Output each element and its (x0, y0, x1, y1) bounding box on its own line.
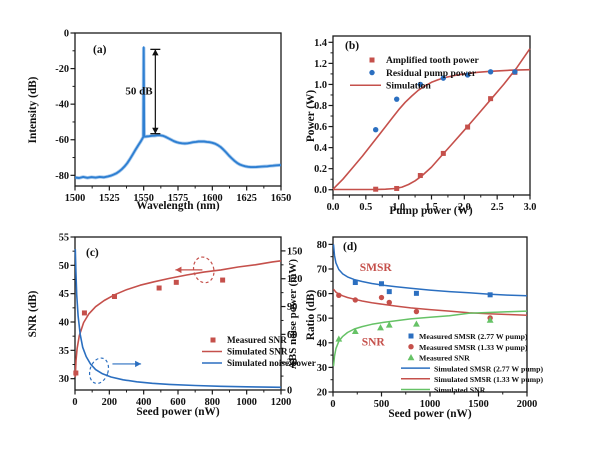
svg-text:1525: 1525 (99, 193, 120, 204)
svg-text:1.0: 1.0 (392, 202, 405, 213)
svg-text:0: 0 (330, 399, 335, 410)
svg-text:0: 0 (287, 386, 292, 397)
svg-text:50 dB: 50 dB (125, 85, 153, 97)
svg-text:Simulated SMSR (1.33 W pump): Simulated SMSR (1.33 W pump) (434, 375, 544, 384)
svg-text:1600: 1600 (202, 193, 223, 204)
svg-text:(a): (a) (93, 44, 107, 56)
svg-text:3.0: 3.0 (524, 202, 537, 213)
svg-text:Simulated SMSR (2.77 W pump): Simulated SMSR (2.77 W pump) (434, 364, 544, 373)
svg-text:0: 0 (64, 29, 69, 40)
svg-text:60: 60 (287, 330, 297, 341)
svg-text:-80: -80 (55, 171, 69, 182)
svg-text:50: 50 (59, 261, 69, 272)
svg-text:200: 200 (102, 397, 117, 408)
svg-text:1650: 1650 (271, 193, 292, 204)
svg-text:Seed power (nW): Seed power (nW) (136, 406, 219, 418)
svg-text:-60: -60 (55, 135, 69, 146)
svg-text:Simulated SNR: Simulated SNR (434, 386, 486, 395)
svg-text:0.4: 0.4 (314, 143, 327, 154)
svg-text:80: 80 (317, 240, 327, 251)
svg-text:Seed power (nW): Seed power (nW) (388, 408, 471, 420)
svg-text:SNR (dB): SNR (dB) (27, 290, 39, 337)
svg-text:120: 120 (287, 274, 302, 285)
svg-text:1200: 1200 (271, 397, 292, 408)
chart-panel-b: 0.0 0.5 1.0 1.5 2.0 2.5 3.0 0.0 0.2 0.4 0.6 0.8 1.0 1… (305, 35, 537, 217)
svg-text:30: 30 (317, 363, 327, 374)
svg-text:800: 800 (205, 397, 220, 408)
svg-text:35: 35 (59, 346, 69, 357)
svg-text:1550: 1550 (133, 193, 154, 204)
svg-text:Power (W): Power (W) (305, 90, 317, 142)
svg-text:2.5: 2.5 (491, 202, 504, 213)
svg-text:30: 30 (287, 358, 297, 369)
svg-text:30: 30 (59, 374, 69, 385)
chart-panel-c: 0 200 400 600 800 1000 1200 30 35 40 45 50 55 0 30 60 90… (27, 233, 316, 419)
svg-text:Measured SNR: Measured SNR (227, 335, 287, 345)
svg-text:1000: 1000 (420, 399, 441, 410)
svg-text:1.2: 1.2 (314, 59, 327, 70)
svg-text:(b): (b) (345, 40, 359, 52)
svg-text:-40: -40 (55, 100, 69, 111)
svg-text:Residual pump power: Residual pump power (386, 68, 477, 79)
svg-text:(c): (c) (86, 247, 99, 259)
svg-text:Simulation: Simulation (386, 80, 431, 91)
svg-text:150: 150 (287, 246, 302, 257)
svg-text:0.2: 0.2 (314, 164, 327, 175)
svg-text:60: 60 (317, 289, 327, 300)
chart-panel-d: 0 500 1000 1500 2000 20 30 40 50 60 70 80 Seed power… (305, 236, 544, 420)
svg-text:1.5: 1.5 (425, 202, 438, 213)
svg-text:1000: 1000 (236, 397, 257, 408)
svg-text:1500: 1500 (468, 399, 489, 410)
svg-text:ABS noise power (mW): ABS noise power (mW) (287, 259, 299, 369)
svg-text:40: 40 (59, 318, 69, 329)
svg-text:1575: 1575 (168, 193, 189, 204)
svg-text:50: 50 (317, 314, 327, 325)
svg-text:Ratio (dB): Ratio (dB) (305, 290, 317, 341)
svg-text:0: 0 (72, 397, 77, 408)
svg-text:Measured SMSR (2.77 W pump): Measured SMSR (2.77 W pump) (419, 332, 528, 341)
svg-text:(d): (d) (343, 241, 357, 253)
svg-text:1.4: 1.4 (314, 38, 327, 49)
svg-text:Amplified tooth power: Amplified tooth power (386, 55, 479, 66)
svg-text:Simulated noise power: Simulated noise power (227, 358, 316, 368)
svg-text:20: 20 (317, 388, 327, 399)
svg-text:Measured SNR: Measured SNR (419, 354, 470, 363)
svg-text:0.5: 0.5 (359, 202, 372, 213)
svg-text:45: 45 (59, 289, 69, 300)
svg-text:0.0: 0.0 (327, 202, 340, 213)
svg-text:1.0: 1.0 (314, 80, 327, 91)
svg-text:1625: 1625 (236, 193, 257, 204)
svg-text:0.0: 0.0 (314, 185, 327, 196)
svg-text:SMSR: SMSR (360, 262, 393, 274)
svg-text:90: 90 (287, 302, 297, 313)
chart-panel-a: 1500 1525 1550 1575 1600 1625 1650 0 -20 -40 -60 -8… (27, 29, 292, 213)
svg-text:-20: -20 (55, 64, 69, 75)
svg-text:2.0: 2.0 (458, 202, 471, 213)
svg-text:400: 400 (136, 397, 151, 408)
svg-text:0.8: 0.8 (314, 101, 327, 112)
svg-text:SNR: SNR (362, 337, 386, 349)
svg-text:Measured SMSR (1.33 W pump): Measured SMSR (1.33 W pump) (419, 343, 528, 352)
svg-text:Simulated SNR: Simulated SNR (227, 347, 288, 357)
svg-text:55: 55 (59, 233, 69, 244)
svg-text:2000: 2000 (517, 399, 538, 410)
svg-text:70: 70 (317, 264, 327, 275)
svg-text:600: 600 (170, 397, 185, 408)
svg-text:40: 40 (317, 338, 327, 349)
svg-text:0.6: 0.6 (314, 122, 327, 133)
svg-text:500: 500 (374, 399, 389, 410)
svg-text:Pump power (W): Pump power (W) (389, 205, 472, 217)
svg-text:Intensity (dB): Intensity (dB) (27, 76, 39, 143)
svg-text:Wavelength (nm): Wavelength (nm) (136, 200, 219, 212)
svg-text:1500: 1500 (65, 193, 86, 204)
